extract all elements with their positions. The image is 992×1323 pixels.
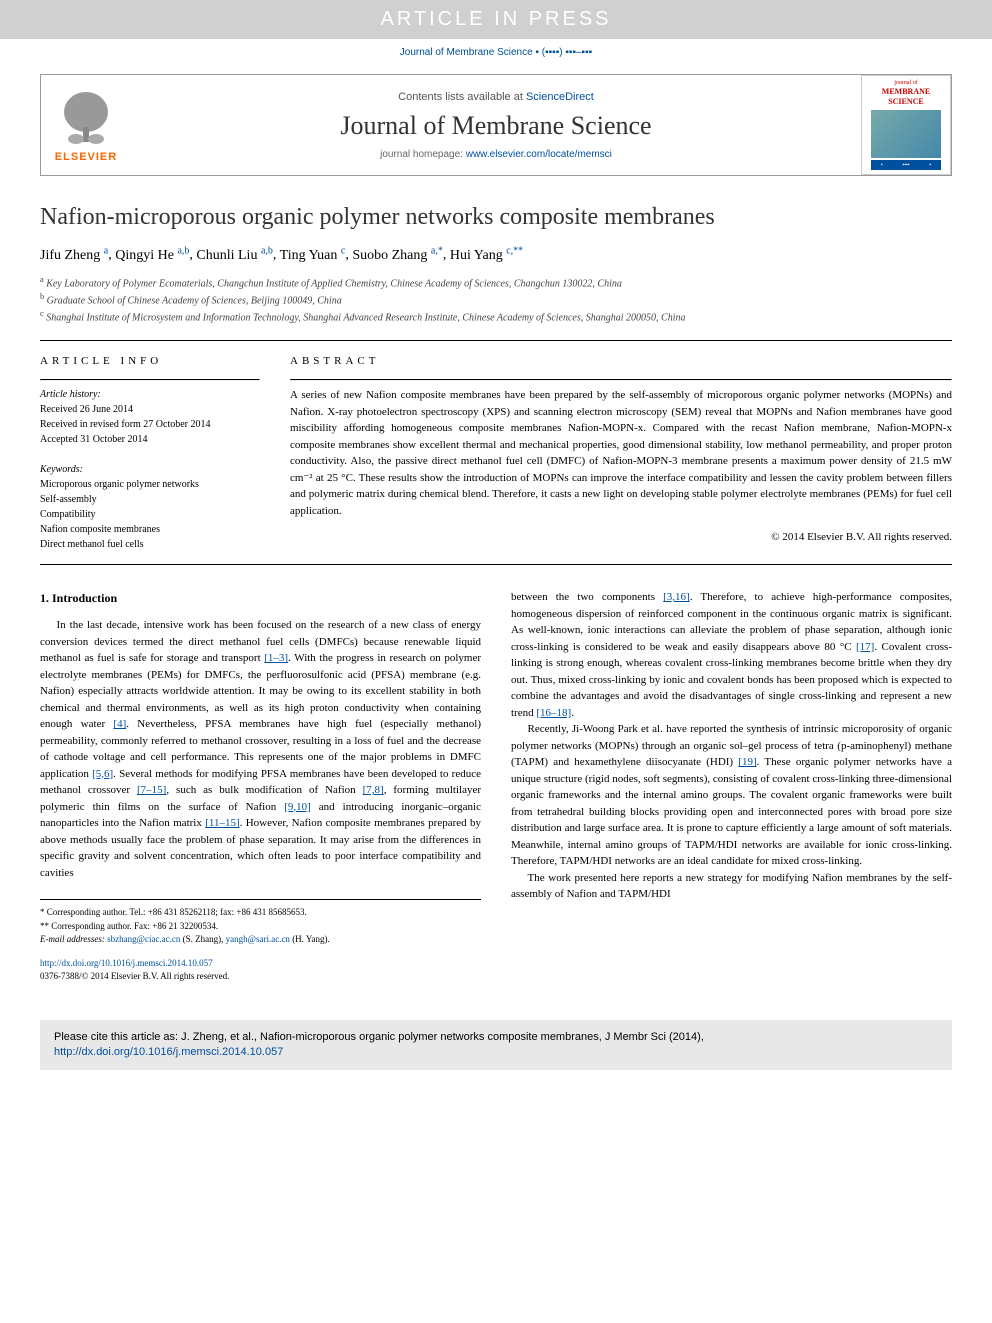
paragraph: between the two components [3,16]. There… xyxy=(511,589,952,721)
ref-link[interactable]: [11–15] xyxy=(205,817,239,829)
body-columns: 1. Introduction In the last decade, inte… xyxy=(40,589,952,984)
author: Hui Yang c,** xyxy=(450,248,523,263)
ref-link[interactable]: [4] xyxy=(113,718,126,730)
elsevier-tree-icon xyxy=(56,87,116,147)
email-link[interactable]: yangh@sari.ac.cn xyxy=(226,934,290,944)
paragraph: Recently, Ji-Woong Park et al. have repo… xyxy=(511,721,952,870)
homepage-line: journal homepage: www.elsevier.com/locat… xyxy=(141,149,851,160)
affil-link[interactable]: a xyxy=(104,245,108,256)
affiliations: a Key Laboratory of Polymer Ecomaterials… xyxy=(40,274,952,326)
article-info: article info Article history: Received 2… xyxy=(40,353,260,553)
affil-link[interactable]: c,** xyxy=(506,245,523,256)
keyword: Compatibility xyxy=(40,507,260,522)
ref-link[interactable]: [9,10] xyxy=(284,801,311,813)
ref-link[interactable]: [7,8] xyxy=(363,784,384,796)
divider xyxy=(40,340,952,341)
revised-date: Received in revised form 27 October 2014 xyxy=(40,417,260,432)
affil-link[interactable]: a,b xyxy=(177,245,189,256)
cover-bar: ▪▪▪▪▪▪ xyxy=(871,160,941,170)
homepage-link[interactable]: www.elsevier.com/locate/memsci xyxy=(466,149,612,160)
received-date: Received 26 June 2014 xyxy=(40,402,260,417)
affil-link[interactable]: a,b xyxy=(261,245,273,256)
ref-link[interactable]: [19] xyxy=(738,756,756,768)
author: Jifu Zheng a xyxy=(40,248,108,263)
doi-block: http://dx.doi.org/10.1016/j.memsci.2014.… xyxy=(40,957,481,984)
corresponding-author-2: ** Corresponding author. Fax: +86 21 322… xyxy=(40,920,481,934)
journal-reference: Journal of Membrane Science ▪ (▪▪▪▪) ▪▪▪… xyxy=(0,39,992,66)
doi-link[interactable]: http://dx.doi.org/10.1016/j.memsci.2014.… xyxy=(40,958,213,968)
info-abstract-row: article info Article history: Received 2… xyxy=(40,353,952,553)
elsevier-text: ELSEVIER xyxy=(55,151,117,163)
keyword: Nafion composite membranes xyxy=(40,522,260,537)
history-label: Article history: xyxy=(40,387,260,402)
cover-title: journal of MEMBRANE SCIENCE xyxy=(882,80,930,106)
abstract-copyright: © 2014 Elsevier B.V. All rights reserved… xyxy=(290,529,952,546)
rights-line: 0376-7388/© 2014 Elsevier B.V. All right… xyxy=(40,971,229,981)
keyword: Microporous organic polymer networks xyxy=(40,477,260,492)
ref-link[interactable]: [3,16] xyxy=(663,591,690,603)
affiliation-c: Shanghai Institute of Microsystem and In… xyxy=(46,313,685,324)
author: Chunli Liu a,b xyxy=(196,248,273,263)
section-heading: 1. Introduction xyxy=(40,589,481,607)
journal-name: Journal of Membrane Science xyxy=(141,111,851,141)
article-content: Nafion-microporous organic polymer netwo… xyxy=(0,184,992,1004)
accepted-date: Accepted 31 October 2014 xyxy=(40,432,260,447)
author: Suobo Zhang a,* xyxy=(352,248,443,263)
journal-header: ELSEVIER Contents lists available at Sci… xyxy=(40,74,952,176)
sciencedirect-link[interactable]: ScienceDirect xyxy=(526,91,594,103)
affiliation-a: Key Laboratory of Polymer Ecomaterials, … xyxy=(46,278,622,289)
affiliation-b: Graduate School of Chinese Academy of Sc… xyxy=(47,295,342,306)
author: Qingyi He a,b xyxy=(115,248,189,263)
affil-link[interactable]: c xyxy=(341,245,345,256)
contents-prefix: Contents lists available at xyxy=(398,91,526,103)
affil-link[interactable]: a,* xyxy=(431,245,443,256)
divider xyxy=(40,564,952,565)
journal-cover[interactable]: journal of MEMBRANE SCIENCE ▪▪▪▪▪▪ xyxy=(861,75,951,175)
citation-text: Please cite this article as: J. Zheng, e… xyxy=(54,1031,704,1043)
ref-link[interactable]: [1–3] xyxy=(264,652,288,664)
abstract-heading: abstract xyxy=(290,353,952,370)
author: Ting Yuan c xyxy=(280,248,346,263)
paragraph: In the last decade, intensive work has b… xyxy=(40,617,481,881)
contents-line: Contents lists available at ScienceDirec… xyxy=(141,91,851,103)
right-column: between the two components [3,16]. There… xyxy=(511,589,952,984)
elsevier-logo[interactable]: ELSEVIER xyxy=(41,75,131,175)
keywords-label: Keywords: xyxy=(40,462,260,477)
left-column: 1. Introduction In the last decade, inte… xyxy=(40,589,481,984)
paragraph: The work presented here reports a new st… xyxy=(511,870,952,903)
homepage-prefix: journal homepage: xyxy=(380,149,466,160)
ref-link[interactable]: [16–18] xyxy=(536,707,571,719)
cover-image xyxy=(871,110,941,158)
article-in-press-banner: ARTICLE IN PRESS xyxy=(0,0,992,39)
authors-list: Jifu Zheng a, Qingyi He a,b, Chunli Liu … xyxy=(40,245,952,264)
ref-link[interactable]: [5,6] xyxy=(92,768,113,780)
keyword: Direct methanol fuel cells xyxy=(40,537,260,552)
ref-link[interactable]: [17] xyxy=(856,641,874,653)
article-info-heading: article info xyxy=(40,353,260,370)
article-title: Nafion-microporous organic polymer netwo… xyxy=(40,204,952,231)
abstract-text: A series of new Nafion composite membran… xyxy=(290,387,952,519)
footnotes: * Corresponding author. Tel.: +86 431 85… xyxy=(40,899,481,947)
email-link[interactable]: sbzhang@ciac.ac.cn xyxy=(107,934,180,944)
keyword: Self-assembly xyxy=(40,492,260,507)
ref-link[interactable]: [7–15] xyxy=(137,784,166,796)
email-line: E-mail addresses: sbzhang@ciac.ac.cn (S.… xyxy=(40,933,481,947)
corresponding-author-1: * Corresponding author. Tel.: +86 431 85… xyxy=(40,906,481,920)
citation-box: Please cite this article as: J. Zheng, e… xyxy=(40,1020,952,1071)
abstract: abstract A series of new Nafion composit… xyxy=(290,353,952,553)
citation-doi-link[interactable]: http://dx.doi.org/10.1016/j.memsci.2014.… xyxy=(54,1046,283,1058)
header-center: Contents lists available at ScienceDirec… xyxy=(131,81,861,170)
